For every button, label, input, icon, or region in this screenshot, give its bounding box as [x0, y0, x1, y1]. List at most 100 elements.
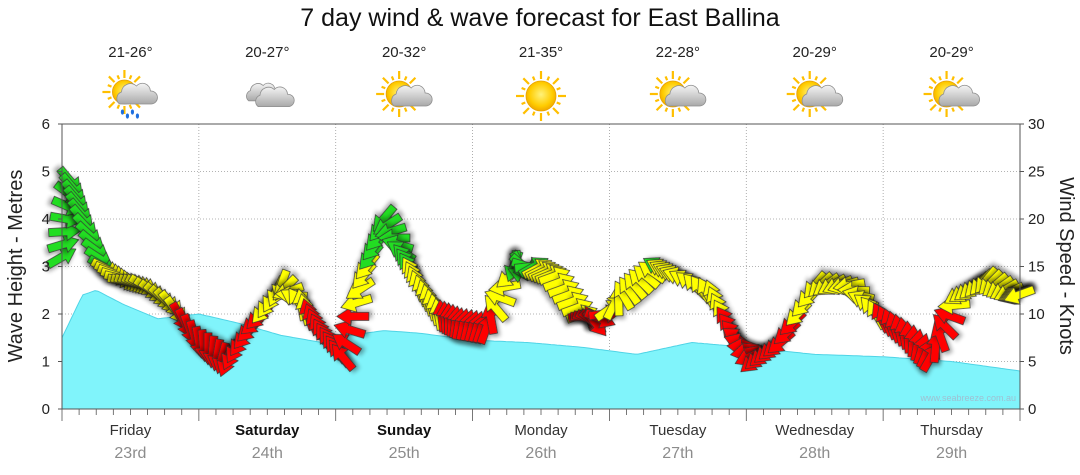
sun-ray — [108, 75, 116, 83]
temperature-labels: 21-26° 20-27° 20-32° 21-35° 22-28° 20-29° 20-2… — [108, 44, 974, 61]
sun-ray — [521, 101, 526, 106]
date-label: 23rd — [114, 445, 146, 462]
day-label: Thursday — [920, 422, 983, 439]
sun-ray — [791, 85, 797, 90]
sun-icon — [516, 71, 566, 121]
watermark: www.seabreeze.com.au — [919, 393, 1016, 403]
sun-ray — [929, 76, 937, 85]
wind-arrow — [332, 334, 363, 356]
cloud-shape — [116, 82, 158, 105]
wind-arrow — [331, 344, 357, 373]
weather-icons — [102, 70, 980, 121]
right-axis-tick-label: 15 — [1028, 259, 1045, 276]
partly-cloudy-icon — [786, 71, 844, 117]
sun-ray — [552, 77, 560, 85]
sun-disc — [525, 80, 557, 112]
temperature-range: 21-35° — [519, 44, 563, 61]
storm-icon — [102, 70, 158, 119]
sun-ray — [556, 86, 561, 91]
sun-ray — [546, 76, 551, 81]
sun-ray — [801, 107, 805, 112]
sun-ray — [116, 74, 121, 80]
day-label: Friday — [110, 422, 152, 439]
sun-ray — [801, 76, 805, 81]
x-axis: Friday 23rd Saturday 24th Sunday 25th Monday 26… — [61, 409, 1021, 462]
wind-arrows — [45, 165, 1036, 378]
right-axis-tick-label: 25 — [1028, 164, 1045, 181]
sun-ray — [664, 107, 669, 112]
sun-ray — [381, 85, 386, 90]
sun-ray — [382, 103, 390, 112]
sun-ray — [531, 76, 536, 81]
left-axis-tick-label: 4 — [42, 211, 50, 228]
sun-ray — [556, 101, 561, 106]
sun-ray — [408, 76, 417, 85]
sun-ray — [654, 85, 660, 90]
day-label: Monday — [514, 422, 568, 439]
sun-ray — [522, 77, 530, 85]
right-axis-tick-label: 30 — [1028, 116, 1045, 133]
sun-ray — [928, 98, 934, 103]
sun-ray — [792, 76, 800, 85]
sun-ray — [791, 98, 797, 103]
sun-ray — [107, 84, 112, 88]
sun-ray — [521, 86, 526, 91]
sun-ray — [382, 76, 390, 85]
partly-cloudy-icon — [649, 71, 707, 117]
date-label: 28th — [799, 445, 830, 462]
day-label: Sunday — [377, 422, 432, 439]
wave-height-area — [61, 290, 1021, 410]
left-axis-tick-label: 0 — [42, 401, 50, 418]
sun-ray — [522, 107, 530, 115]
sun-ray — [814, 107, 819, 112]
temperature-range: 20-29° — [793, 44, 837, 61]
partly-cloudy-icon — [376, 71, 433, 117]
partly-cloudy-icon — [923, 71, 980, 117]
sun-ray — [390, 107, 395, 112]
rain-drop — [130, 109, 135, 115]
cloud-shape — [255, 86, 295, 107]
sun-ray — [938, 76, 942, 81]
sun-ray — [403, 107, 408, 112]
left-axis-tick-label: 5 — [42, 164, 50, 181]
rain-drop — [120, 109, 125, 115]
sun-ray — [682, 76, 690, 85]
sun-ray — [108, 101, 116, 109]
sun-ray — [107, 96, 112, 100]
left-axis-tick-label: 1 — [42, 354, 50, 371]
sun-ray — [951, 107, 955, 112]
cloud-shape — [938, 84, 980, 107]
date-label: 29th — [936, 445, 967, 462]
sun-ray — [929, 103, 937, 112]
date-label: 26th — [525, 445, 556, 462]
sun-ray — [938, 107, 942, 112]
left-axis: 0 1 2 3 4 5 6 — [42, 116, 62, 418]
sun-ray — [552, 107, 560, 115]
sun-ray — [792, 103, 800, 112]
sun-ray — [128, 104, 133, 110]
date-label: 27th — [662, 445, 693, 462]
sun-ray — [390, 76, 395, 81]
cloud-shape — [391, 84, 433, 107]
sun-ray — [116, 104, 121, 110]
sun-ray — [654, 98, 660, 103]
right-axis-tick-label: 20 — [1028, 211, 1045, 228]
sun-ray — [655, 76, 664, 85]
sun-ray — [655, 103, 664, 112]
temperature-range: 20-27° — [245, 44, 289, 61]
date-label: 24th — [252, 445, 283, 462]
cloud-shape — [664, 84, 707, 107]
right-axis-tick-label: 5 — [1028, 354, 1036, 371]
sun-ray — [677, 76, 682, 81]
sun-ray — [133, 75, 141, 83]
left-axis-tick-label: 6 — [42, 116, 50, 133]
sun-ray — [956, 76, 964, 85]
temperature-range: 21-26° — [108, 44, 152, 61]
sun-ray — [819, 76, 827, 85]
temperature-range: 20-29° — [929, 44, 973, 61]
left-axis-title: Wave Height - Metres — [5, 170, 27, 363]
left-axis-tick-label: 3 — [42, 259, 50, 276]
sun-ray — [128, 74, 133, 80]
right-axis-tick-label: 0 — [1028, 401, 1036, 418]
